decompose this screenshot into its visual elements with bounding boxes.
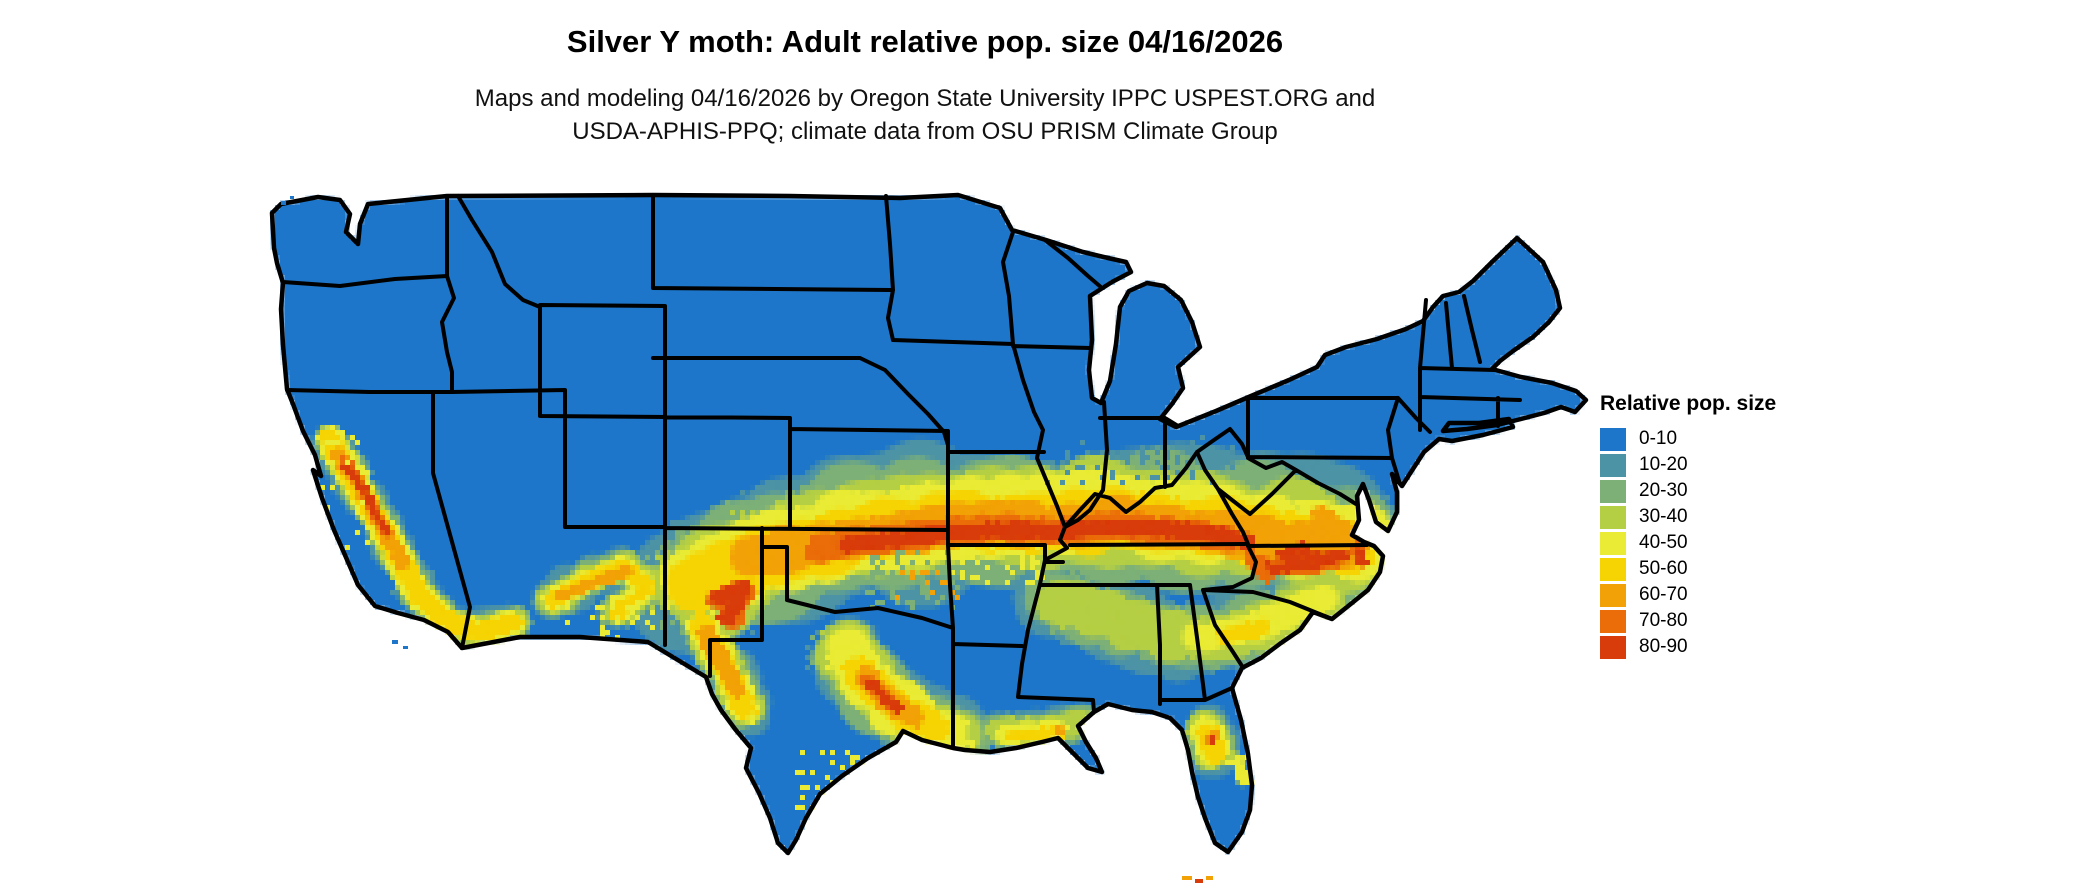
state-borders xyxy=(281,194,1522,750)
legend-swatch xyxy=(1600,505,1626,529)
legend-item: 70-80 xyxy=(1600,608,1830,634)
legend-item: 30-40 xyxy=(1600,504,1830,530)
legend-swatch xyxy=(1600,479,1626,503)
legend-item: 10-20 xyxy=(1600,452,1830,478)
legend-swatch xyxy=(1600,557,1626,581)
legend: Relative pop. size 0-10 10-20 20-30 30-40 40… xyxy=(1600,392,1830,660)
island-speck xyxy=(1206,876,1213,880)
legend-label: 80-90 xyxy=(1639,636,1688,657)
island-speck xyxy=(392,640,398,644)
island-speck xyxy=(281,201,286,205)
legend-item: 60-70 xyxy=(1600,582,1830,608)
legend-swatch xyxy=(1600,531,1626,555)
legend-label: 0-10 xyxy=(1639,428,1678,449)
legend-item: 20-30 xyxy=(1600,478,1830,504)
legend-swatch xyxy=(1600,635,1626,659)
island-speck xyxy=(403,646,408,649)
legend-label: 40-50 xyxy=(1639,532,1688,553)
island-speck xyxy=(1182,876,1192,880)
legend-swatch xyxy=(1600,583,1626,607)
legend-label: 70-80 xyxy=(1639,610,1688,631)
island-speck xyxy=(290,196,294,199)
islands-and-keys xyxy=(281,196,1213,883)
legend-item: 40-50 xyxy=(1600,530,1830,556)
conus-outline xyxy=(269,192,1589,856)
legend-label: 30-40 xyxy=(1639,506,1688,527)
legend-label: 10-20 xyxy=(1639,454,1688,475)
legend-swatch xyxy=(1600,427,1626,451)
legend-item: 0-10 xyxy=(1600,426,1830,452)
legend-label: 60-70 xyxy=(1639,584,1688,605)
legend-label: 50-60 xyxy=(1639,558,1688,579)
island-speck xyxy=(1195,879,1203,883)
legend-item: 50-60 xyxy=(1600,556,1830,582)
legend-item: 80-90 xyxy=(1600,634,1830,660)
legend-items: 0-10 10-20 20-30 30-40 40-50 50-60 60-70 70-80 8… xyxy=(1600,426,1830,660)
legend-swatch xyxy=(1600,609,1626,633)
legend-label: 20-30 xyxy=(1639,480,1688,501)
legend-title: Relative pop. size xyxy=(1600,392,1777,415)
legend-swatch xyxy=(1600,453,1626,477)
